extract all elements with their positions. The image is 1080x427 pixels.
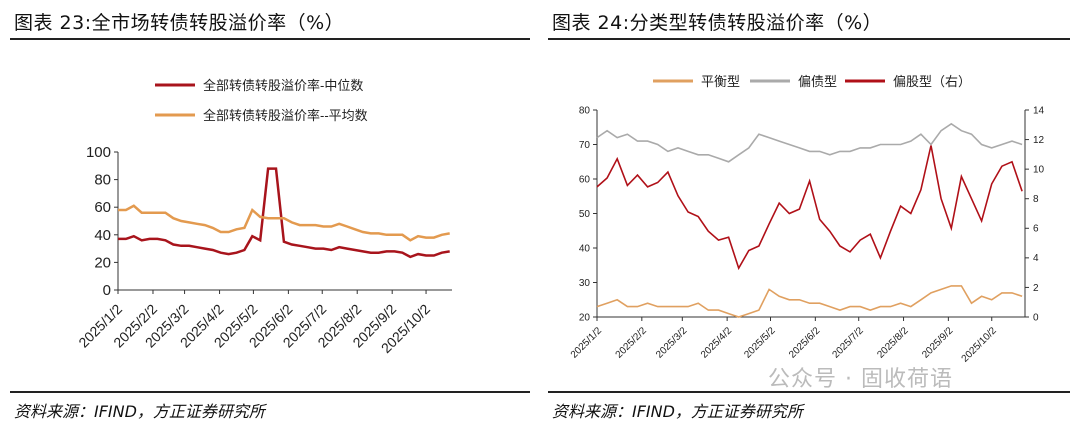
legend-label: 全部转债转股溢价率-中位数 [203, 78, 363, 93]
series-line-1 [118, 204, 450, 242]
legend-label: 偏股型（右） [893, 74, 971, 89]
left-chart-title: 图表 23:全市场转债转股溢价率（%） [14, 12, 345, 34]
y-tick-label: 40 [579, 243, 591, 254]
y2-tick-label: 4 [1033, 253, 1039, 264]
right-source: 资料来源：IFIND，方正证券研究所 [552, 402, 803, 421]
y-tick-label: 50 [579, 209, 591, 220]
x-tick-label: 2025/8/2 [875, 325, 911, 361]
y-tick-label: 80 [579, 105, 591, 116]
y-tick-label: 20 [94, 254, 111, 271]
y-tick-label: 100 [86, 144, 111, 161]
right-title-rule [548, 38, 1070, 40]
y-tick-label: 40 [94, 227, 111, 244]
legend-label: 平衡型 [701, 74, 740, 89]
left-source-rule [10, 391, 530, 393]
series-line-0 [596, 285, 1023, 318]
y-tick-label: 30 [579, 278, 591, 289]
y-tick-label: 80 [94, 172, 111, 189]
legend-label: 全部转债转股溢价率--平均数 [203, 108, 368, 123]
y2-tick-label: 6 [1033, 224, 1039, 235]
right-chart-title: 图表 24:分类型转债转股溢价率（%） [552, 12, 883, 34]
y2-tick-label: 10 [1033, 164, 1045, 175]
x-tick-label: 2025/3/2 [654, 325, 690, 361]
y2-tick-label: 2 [1033, 283, 1039, 294]
watermark: 公众号 · 固收荷语 [768, 367, 953, 392]
left-title-rule [10, 38, 530, 40]
y-tick-label: 20 [579, 312, 591, 323]
y-tick-label: 70 [579, 140, 591, 151]
legend-label: 偏债型 [798, 74, 837, 89]
x-tick-label: 2025/7/2 [831, 325, 867, 361]
x-tick-label: 2025/9/2 [920, 325, 956, 361]
right-source-rule [548, 391, 1070, 393]
y2-tick-label: 14 [1033, 105, 1045, 116]
series-line-1 [596, 122, 1023, 163]
x-tick-label: 2025/6/2 [787, 325, 823, 361]
series-line-2 [596, 145, 1023, 271]
y2-tick-label: 12 [1033, 135, 1045, 146]
series-line-0 [118, 167, 450, 259]
x-tick-label: 2025/10/2 [960, 325, 1000, 365]
y2-tick-label: 0 [1033, 312, 1039, 323]
x-tick-label: 2025/2/2 [614, 325, 650, 361]
x-tick-label: 2025/1/2 [569, 325, 605, 361]
y-tick-label: 60 [94, 199, 111, 216]
x-tick-label: 2025/4/2 [699, 325, 735, 361]
y-tick-label: 60 [579, 174, 591, 185]
y2-tick-label: 8 [1033, 194, 1039, 205]
left-source: 资料来源：IFIND，方正证券研究所 [14, 402, 265, 421]
y-tick-label: 0 [103, 282, 111, 299]
x-tick-label: 2025/5/2 [742, 325, 778, 361]
